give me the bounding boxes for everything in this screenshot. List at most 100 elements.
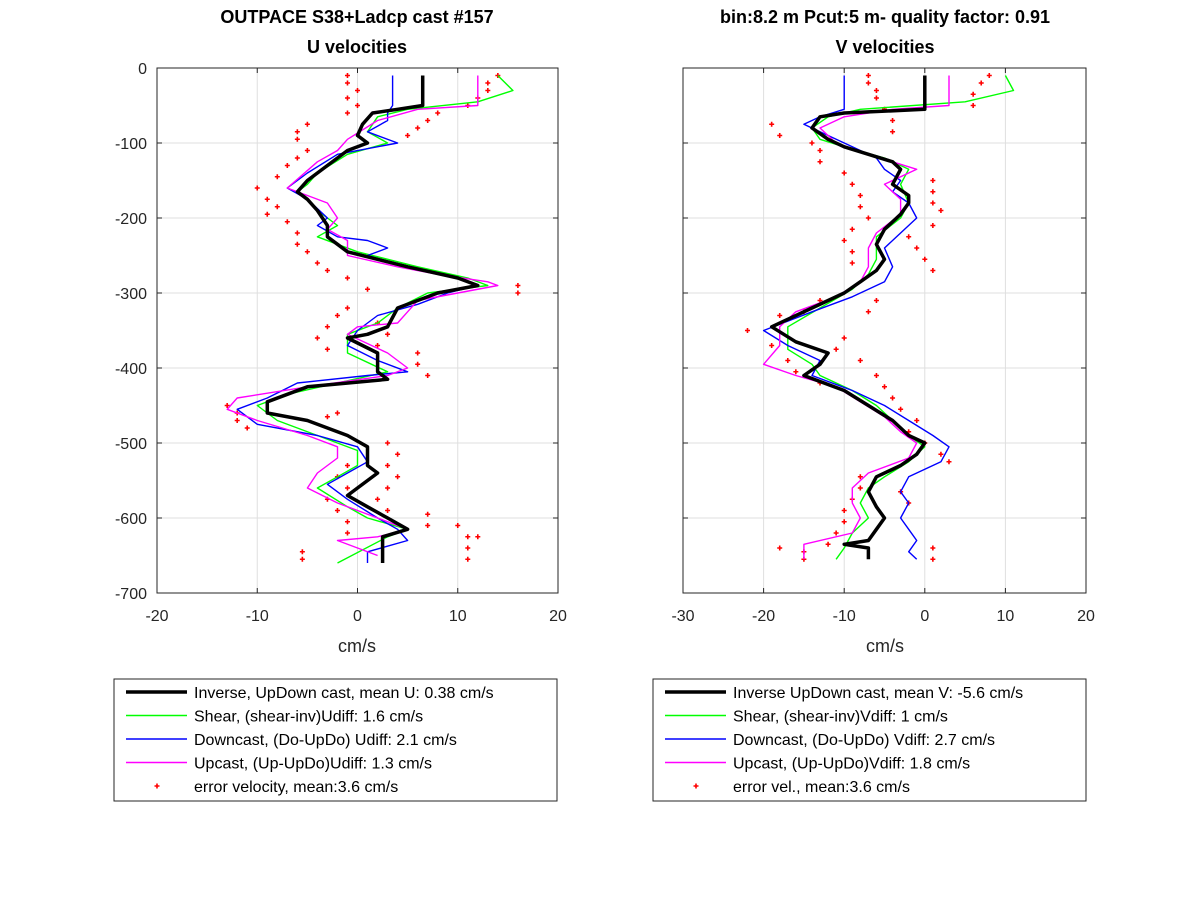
error-velocity-point (244, 425, 250, 431)
error-velocity-point (294, 155, 300, 161)
error-velocity-point (425, 373, 431, 378)
error-velocity-point (890, 129, 896, 135)
series-line (769, 75, 927, 560)
error-velocity-point (304, 249, 310, 255)
error-velocity-point (857, 193, 863, 198)
error-velocity-point (849, 181, 855, 187)
error-velocity-point (833, 530, 839, 536)
error-velocity-point (922, 256, 928, 262)
legend-item: Shear, (shear-inv)Vdiff: 1 cm/s (665, 709, 948, 726)
error-velocity-point (294, 230, 300, 236)
error-velocity-point (930, 556, 936, 562)
legend-label: Shear, (shear-inv)Vdiff: 1 cm/s (733, 709, 948, 726)
panel-subtitle: V velocities (835, 37, 934, 57)
legend-item: Shear, (shear-inv)Udiff: 1.6 cm/s (126, 709, 423, 726)
error-velocity-point (865, 80, 871, 86)
error-velocity-point (930, 268, 936, 273)
legend-label: Downcast, (Do-UpDo) Vdiff: 2.7 cm/s (733, 732, 995, 749)
series-shear-shear-inv-vdiff-1-cm-s (787, 75, 1015, 560)
error-velocity-point (415, 361, 421, 367)
tick-labels: -30 -20 -10 0 10 20 (671, 67, 1095, 625)
error-velocity-point (857, 358, 863, 363)
error-velocity-point (769, 121, 775, 127)
y-tick-label: -600 (115, 511, 147, 528)
x-tick-label: -10 (246, 608, 269, 625)
error-velocity-point (809, 140, 815, 146)
x-tick-label: 20 (549, 608, 567, 625)
error-velocity-point (415, 125, 421, 131)
x-tick-label: 0 (353, 608, 362, 625)
error-velocity-point (344, 73, 350, 78)
error-velocity-point (344, 485, 350, 491)
series-upcast-up-updo-udiff-1-3-cm-s (226, 75, 499, 557)
error-velocity-point (857, 204, 863, 210)
error-velocity-point (946, 459, 952, 465)
error-velocity-point (344, 305, 350, 311)
error-velocity-point (825, 541, 831, 547)
panel-title: OUTPACE S38+Ladcp cast #157 (220, 7, 493, 27)
panel-subtitle: U velocities (307, 37, 407, 57)
legend-label: Inverse, UpDown cast, mean U: 0.38 cm/s (194, 685, 494, 702)
error-velocity-point (793, 369, 799, 375)
error-velocity-point (334, 313, 340, 318)
error-velocity-point (344, 530, 350, 536)
legend-marker (154, 783, 160, 789)
legend-item: Inverse UpDown cast, mean V: -5.6 cm/s (665, 685, 1023, 702)
legend-item: Downcast, (Do-UpDo) Vdiff: 2.7 cm/s (665, 732, 995, 749)
y-tick-label: -200 (115, 211, 147, 228)
error-velocity-point (841, 335, 847, 341)
error-velocity-point (405, 133, 411, 138)
series-layer (744, 73, 1015, 562)
error-velocity-point (294, 241, 300, 247)
error-velocity-point (314, 335, 320, 341)
legend: Inverse, UpDown cast, mean U: 0.38 cm/s S… (113, 678, 558, 802)
error-velocity-point (777, 313, 783, 318)
legend-label: Downcast, (Do-UpDo) Udiff: 2.1 cm/s (194, 732, 457, 749)
legend-marker (693, 783, 699, 789)
error-velocity-point (324, 268, 330, 273)
error-velocity-point (817, 148, 823, 153)
error-velocity-point (344, 275, 350, 281)
error-velocity-point (224, 403, 230, 408)
x-tick-label: -30 (671, 608, 694, 625)
error-velocity-point (385, 440, 391, 446)
legend-item: Downcast, (Do-UpDo) Udiff: 2.1 cm/s (126, 732, 457, 749)
error-velocity-point (365, 286, 371, 292)
error-velocity-point (294, 129, 300, 135)
legend-item: error vel., mean:3.6 cm/s (693, 779, 910, 796)
error-velocity-point (355, 103, 360, 108)
error-velocity-point (375, 496, 381, 502)
error-velocity-point (906, 234, 912, 240)
x-axis-label: cm/s (866, 636, 904, 656)
error-velocity-point (930, 223, 936, 228)
error-velocity-point (435, 110, 441, 116)
error-velocity-point (314, 260, 320, 266)
series-inverse-updown-cast-mean-u-0-38-cm-s (265, 75, 480, 563)
error-velocity-point (274, 204, 280, 210)
legend-box (652, 678, 1087, 802)
error-velocity-point (938, 208, 944, 213)
panel-title: bin:8.2 m Pcut:5 m- quality factor: 0.91 (720, 7, 1050, 27)
error-velocity-point (334, 508, 340, 513)
error-velocity-point (841, 238, 847, 243)
u-velocity-panel: OUTPACE S38+Ladcp cast #157 U velocities… (113, 7, 567, 802)
error-velocity-point (873, 95, 879, 101)
series-line (265, 75, 480, 563)
error-velocity-point (455, 523, 461, 528)
series-line (787, 75, 1015, 560)
error-velocity-point (890, 395, 896, 401)
error-velocity-point (475, 534, 481, 540)
grid-lines (682, 67, 1087, 594)
series-inverse-updown-cast-mean-v-5-6-cm-s (769, 75, 927, 560)
error-velocity-point (425, 523, 431, 528)
error-velocity-point (344, 110, 350, 116)
legend-label: Shear, (shear-inv)Udiff: 1.6 cm/s (194, 709, 423, 726)
legend-box (113, 678, 558, 802)
x-tick-label: -10 (833, 608, 856, 625)
error-velocity-point (930, 545, 936, 551)
error-velocity-point (385, 485, 391, 491)
error-velocity-point (849, 249, 855, 255)
y-tick-label: -300 (115, 286, 147, 303)
error-velocity-point (833, 346, 839, 352)
